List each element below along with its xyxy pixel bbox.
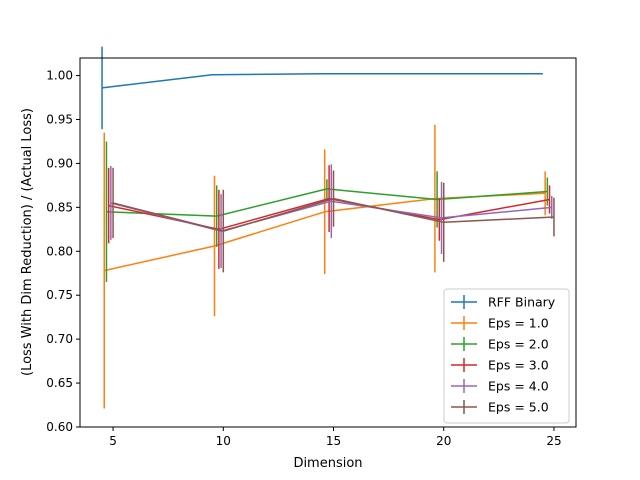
x-tick-label: 15	[326, 434, 341, 448]
legend-label: RFF Binary	[488, 295, 556, 310]
y-tick-label: 0.70	[46, 332, 73, 346]
y-tick-label: 0.60	[46, 420, 73, 434]
legend-item: Eps = 2.0	[451, 337, 549, 352]
legend-item: Eps = 1.0	[451, 316, 549, 331]
legend-label: Eps = 4.0	[488, 379, 549, 394]
legend-item: Eps = 5.0	[451, 400, 549, 415]
y-tick-label: 0.95	[46, 113, 73, 127]
x-tick-label: 25	[546, 434, 561, 448]
x-axis-label: Dimension	[293, 456, 362, 471]
y-tick-label: 0.90	[46, 156, 73, 170]
series-6	[112, 167, 555, 273]
legend: RFF Binary Eps = 1.0 Eps = 2.0 Eps = 3.0 Eps…	[443, 288, 570, 424]
x-tick-label: 10	[216, 434, 231, 448]
y-tick-label: 0.75	[46, 288, 73, 302]
legend-item: Eps = 3.0	[451, 358, 549, 373]
legend-label: Eps = 5.0	[488, 400, 549, 415]
y-tick-label: 0.85	[46, 200, 73, 214]
y-axis-label: (Loss With Dim Reduction) / (Actual Loss…	[20, 108, 35, 376]
y-tick-label: 0.80	[46, 244, 73, 258]
y-tick-label: 0.65	[46, 376, 73, 390]
legend-label: Eps = 1.0	[488, 316, 549, 331]
series-line	[101, 73, 543, 89]
axes-frame	[79, 57, 577, 428]
plot-series-group	[101, 46, 555, 409]
legend-label: Eps = 3.0	[488, 358, 549, 373]
x-tick-label: 5	[109, 434, 117, 448]
legend-item: Eps = 4.0	[451, 379, 549, 394]
legend-label: Eps = 2.0	[488, 337, 549, 352]
y-tick-label: 1.00	[46, 69, 73, 83]
x-tick-label: 20	[436, 434, 451, 448]
series-1	[101, 46, 543, 130]
x-axis-ticks: 5 10 15 20 25	[109, 427, 562, 448]
series-3	[105, 141, 549, 283]
legend-item: RFF Binary	[451, 295, 556, 310]
y-axis-ticks: 0.60 0.65 0.70 0.75 0.80 0.85 0.90 0.95 1.00	[46, 69, 80, 434]
